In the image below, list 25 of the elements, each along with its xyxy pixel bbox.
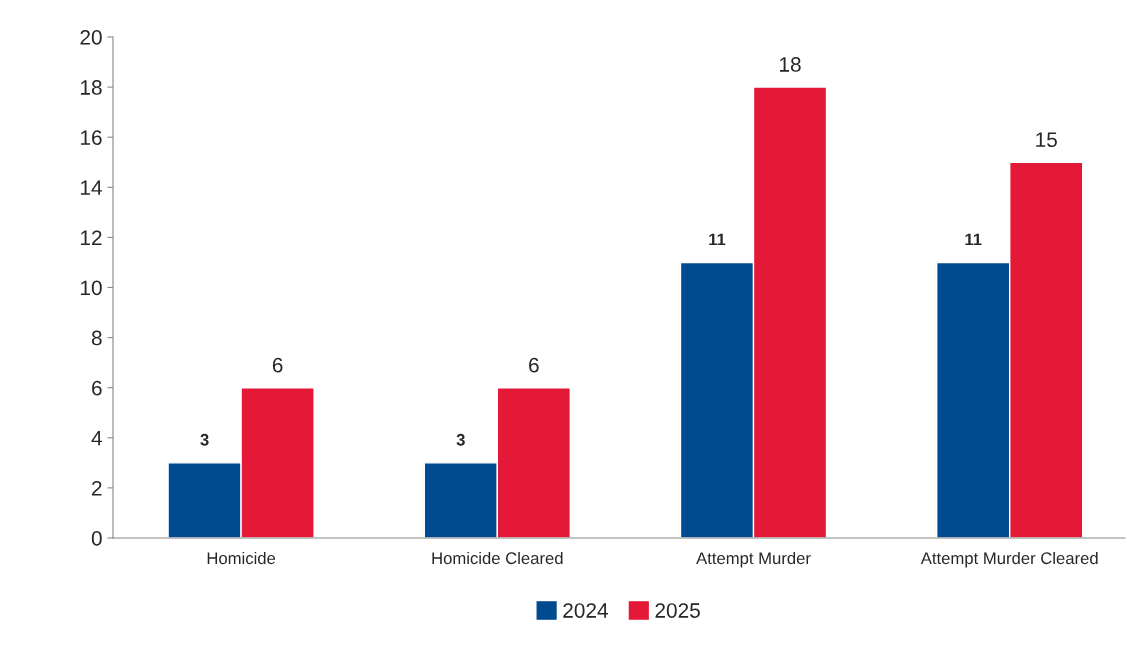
y-tick-label: 16 — [81, 130, 102, 145]
legend-label: 2025 — [655, 603, 700, 618]
y-tick-label: 20 — [80, 30, 102, 45]
y-tick-label: 10 — [81, 280, 102, 296]
data-label: 3 — [200, 433, 209, 446]
data-label: 6 — [272, 357, 283, 373]
y-tick-label: 8 — [91, 330, 102, 346]
y-tick-label: 2 — [92, 480, 102, 496]
x-tick-label: Homicide Cleared — [432, 551, 563, 565]
y-tick-label: 6 — [92, 380, 102, 396]
y-tick-label: 14 — [81, 180, 102, 195]
y-tick-label: 18 — [81, 80, 102, 95]
data-label: 15 — [1036, 132, 1057, 148]
data-label: 11 — [965, 233, 982, 246]
legend-label: 2024 — [563, 603, 608, 618]
y-tick-label: 4 — [91, 431, 102, 446]
x-tick-label: Homicide — [207, 551, 276, 565]
data-label: 6 — [529, 357, 539, 373]
x-tick-label: Attempt Murder — [696, 551, 811, 568]
x-tick-label: Attempt Murder Cleared — [920, 551, 1098, 568]
data-label: 18 — [780, 57, 801, 72]
data-label: 11 — [709, 233, 726, 246]
y-tick-label: 0 — [91, 531, 102, 546]
y-tick-label: 12 — [81, 230, 102, 245]
data-label: 3 — [456, 433, 465, 446]
